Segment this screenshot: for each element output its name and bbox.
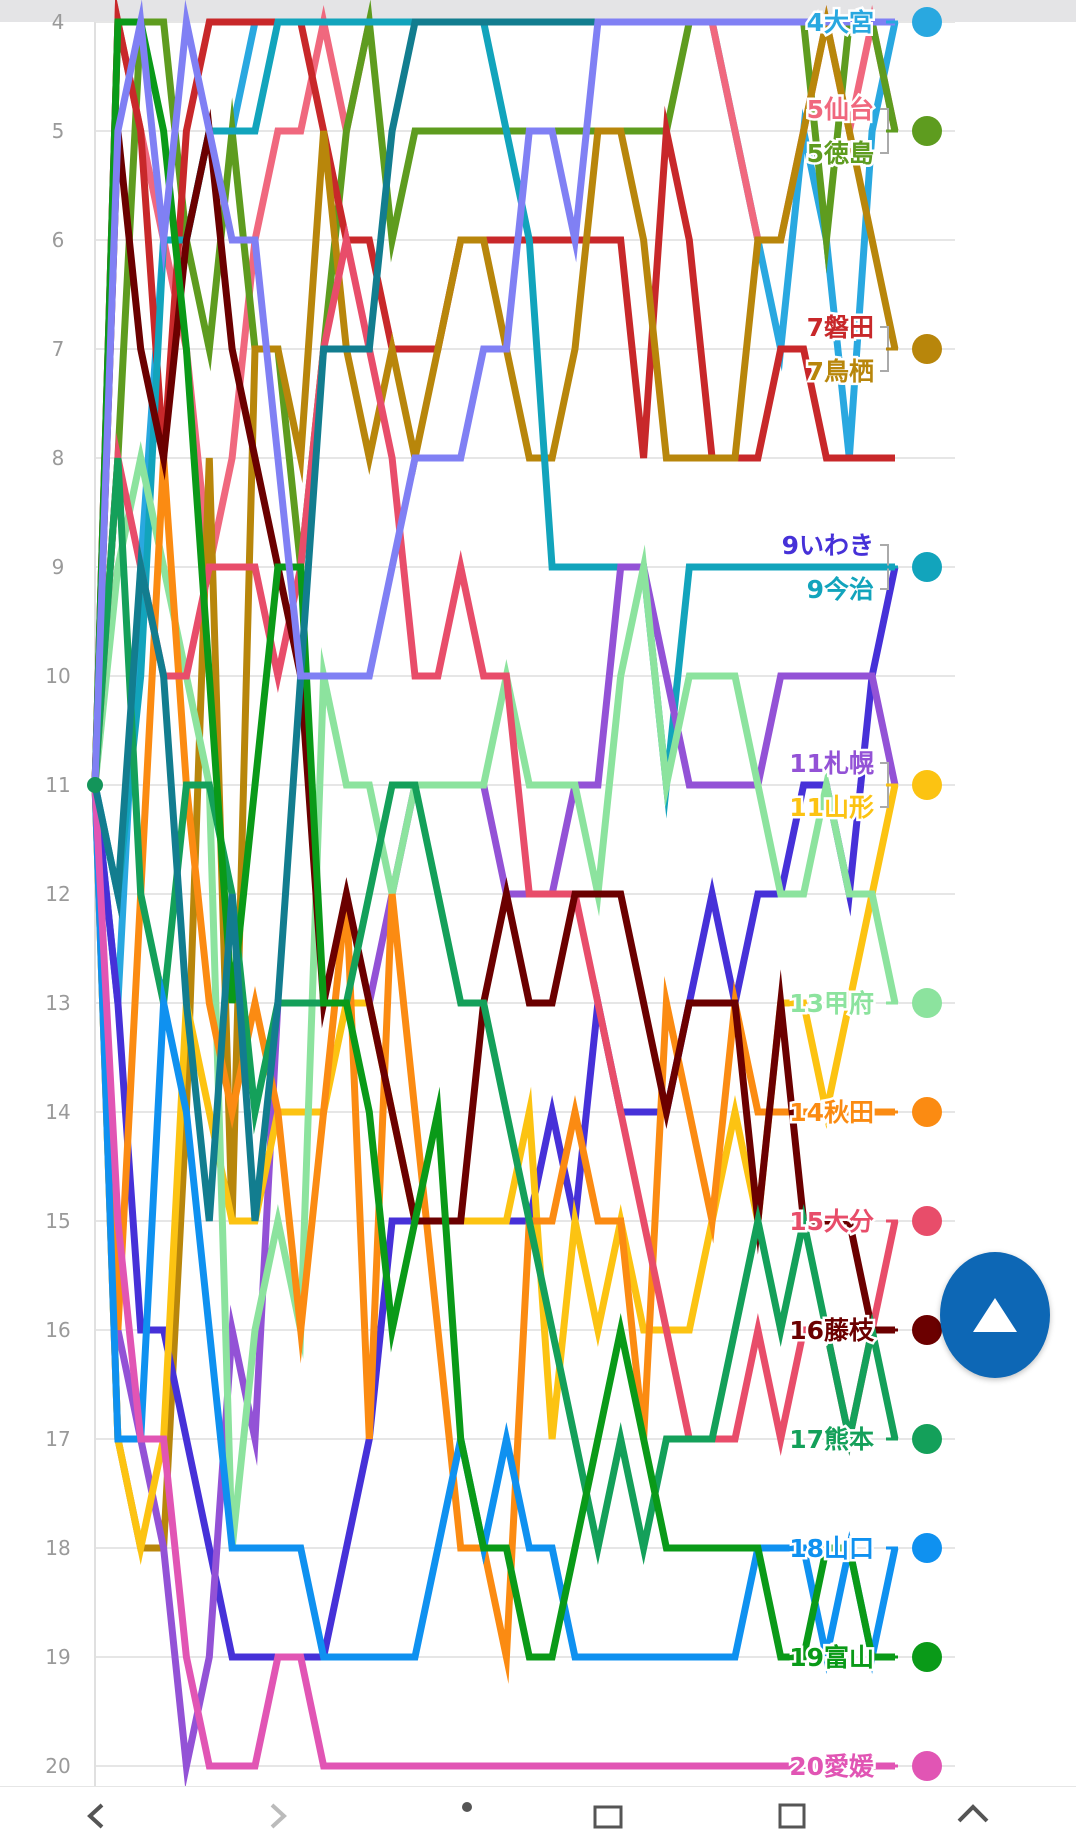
series-end-label: 20愛媛 [789, 1752, 875, 1781]
y-tick-label: 10 [45, 664, 70, 688]
y-tick-label: 19 [45, 1645, 70, 1669]
y-tick-label: 20 [45, 1754, 70, 1778]
y-axis-ticks: 4 5 6 7 8 9 10 11 12 13 14 15 16 17 18 19 20 [45, 10, 70, 1778]
series-end-label: 16藤枝 [789, 1316, 875, 1345]
series-end-dot [912, 1533, 942, 1563]
tabs-icon[interactable] [776, 1801, 810, 1831]
y-tick-label: 14 [45, 1100, 70, 1124]
series-end-label: 5仙台 [807, 95, 874, 124]
share-icon[interactable] [452, 1801, 482, 1831]
rank-line-chart: 4 5 6 7 8 9 10 11 12 13 14 15 16 17 18 19 20 4大宮 5仙台 5徳島 7磐… [45, 0, 955, 1789]
bookmark-icon[interactable] [592, 1801, 626, 1831]
series-line [91, 0, 895, 786]
y-tick-label: 4 [52, 10, 65, 34]
series-end-dot [912, 552, 942, 582]
series-end-label: 9今治 [807, 575, 874, 604]
series-end-label: 9いわき [782, 531, 874, 560]
y-tick-label: 18 [45, 1536, 70, 1560]
series-end-dot [912, 1642, 942, 1672]
y-tick-label: 13 [45, 991, 70, 1015]
series-lines [87, 0, 899, 1789]
y-tick-label: 16 [45, 1318, 70, 1342]
series-line [91, 784, 895, 1770]
series-end-label: 13甲府 [789, 989, 874, 1018]
end-labels: 4大宮 5仙台 5徳島 7磐田 7鳥栖 9いわき 9今治 11札幌 11山形 13甲府 14秋田 15… [779, 6, 898, 1784]
series-line [91, 457, 899, 1566]
series-end-label: 18山口 [789, 1534, 874, 1563]
series-line [91, 440, 899, 1549]
series-end-dot [912, 1206, 942, 1236]
y-tick-label: 8 [52, 446, 65, 470]
y-tick-label: 12 [45, 882, 70, 906]
top-strip [0, 0, 1076, 22]
series-end-label: 7磐田 [807, 313, 874, 342]
forward-icon[interactable] [262, 1801, 292, 1831]
y-tick-label: 7 [52, 337, 65, 361]
series-end-label: 14秋田 [789, 1098, 874, 1127]
series-end-dot [912, 1751, 942, 1781]
y-tick-label: 6 [52, 228, 65, 252]
back-icon[interactable] [82, 1801, 112, 1831]
y-tick-label: 17 [45, 1427, 70, 1451]
series-line [91, 18, 895, 917]
series-line [91, 222, 899, 1457]
series-line [91, 784, 899, 1675]
series-end-dot [912, 1424, 942, 1454]
series-end-dot [912, 334, 942, 364]
triangle-up-icon [973, 1298, 1017, 1332]
series-end-label: 17熊本 [789, 1425, 874, 1454]
scroll-top-button[interactable] [940, 1252, 1050, 1378]
series-end-dot [912, 770, 942, 800]
series-end-dot [912, 7, 942, 37]
y-tick-label: 5 [52, 119, 65, 143]
series-line [91, 0, 895, 786]
series-end-dot [912, 1315, 942, 1345]
y-tick-label: 11 [45, 773, 70, 797]
series-end-label: 7鳥栖 [807, 357, 874, 386]
series-end-dot [912, 1097, 942, 1127]
series-end-label: 19富山 [789, 1643, 874, 1672]
series-line [91, 108, 895, 1334]
y-tick-label: 9 [52, 555, 65, 579]
series-end-dot [912, 988, 942, 1018]
series-end-dot [912, 116, 942, 146]
end-dots [912, 7, 942, 1781]
start-point [87, 777, 103, 793]
browser-bottom-bar [0, 1786, 1076, 1833]
series-end-label: 15大分 [789, 1207, 874, 1236]
series-end-label: 4大宮 [807, 8, 874, 37]
series-end-label: 11山形 [789, 793, 874, 822]
y-tick-label: 15 [45, 1209, 70, 1233]
series-line [91, 457, 895, 1685]
home-icon[interactable] [956, 1801, 990, 1831]
series-end-label: 11札幌 [789, 749, 874, 778]
series-end-label: 5徳島 [807, 139, 874, 168]
